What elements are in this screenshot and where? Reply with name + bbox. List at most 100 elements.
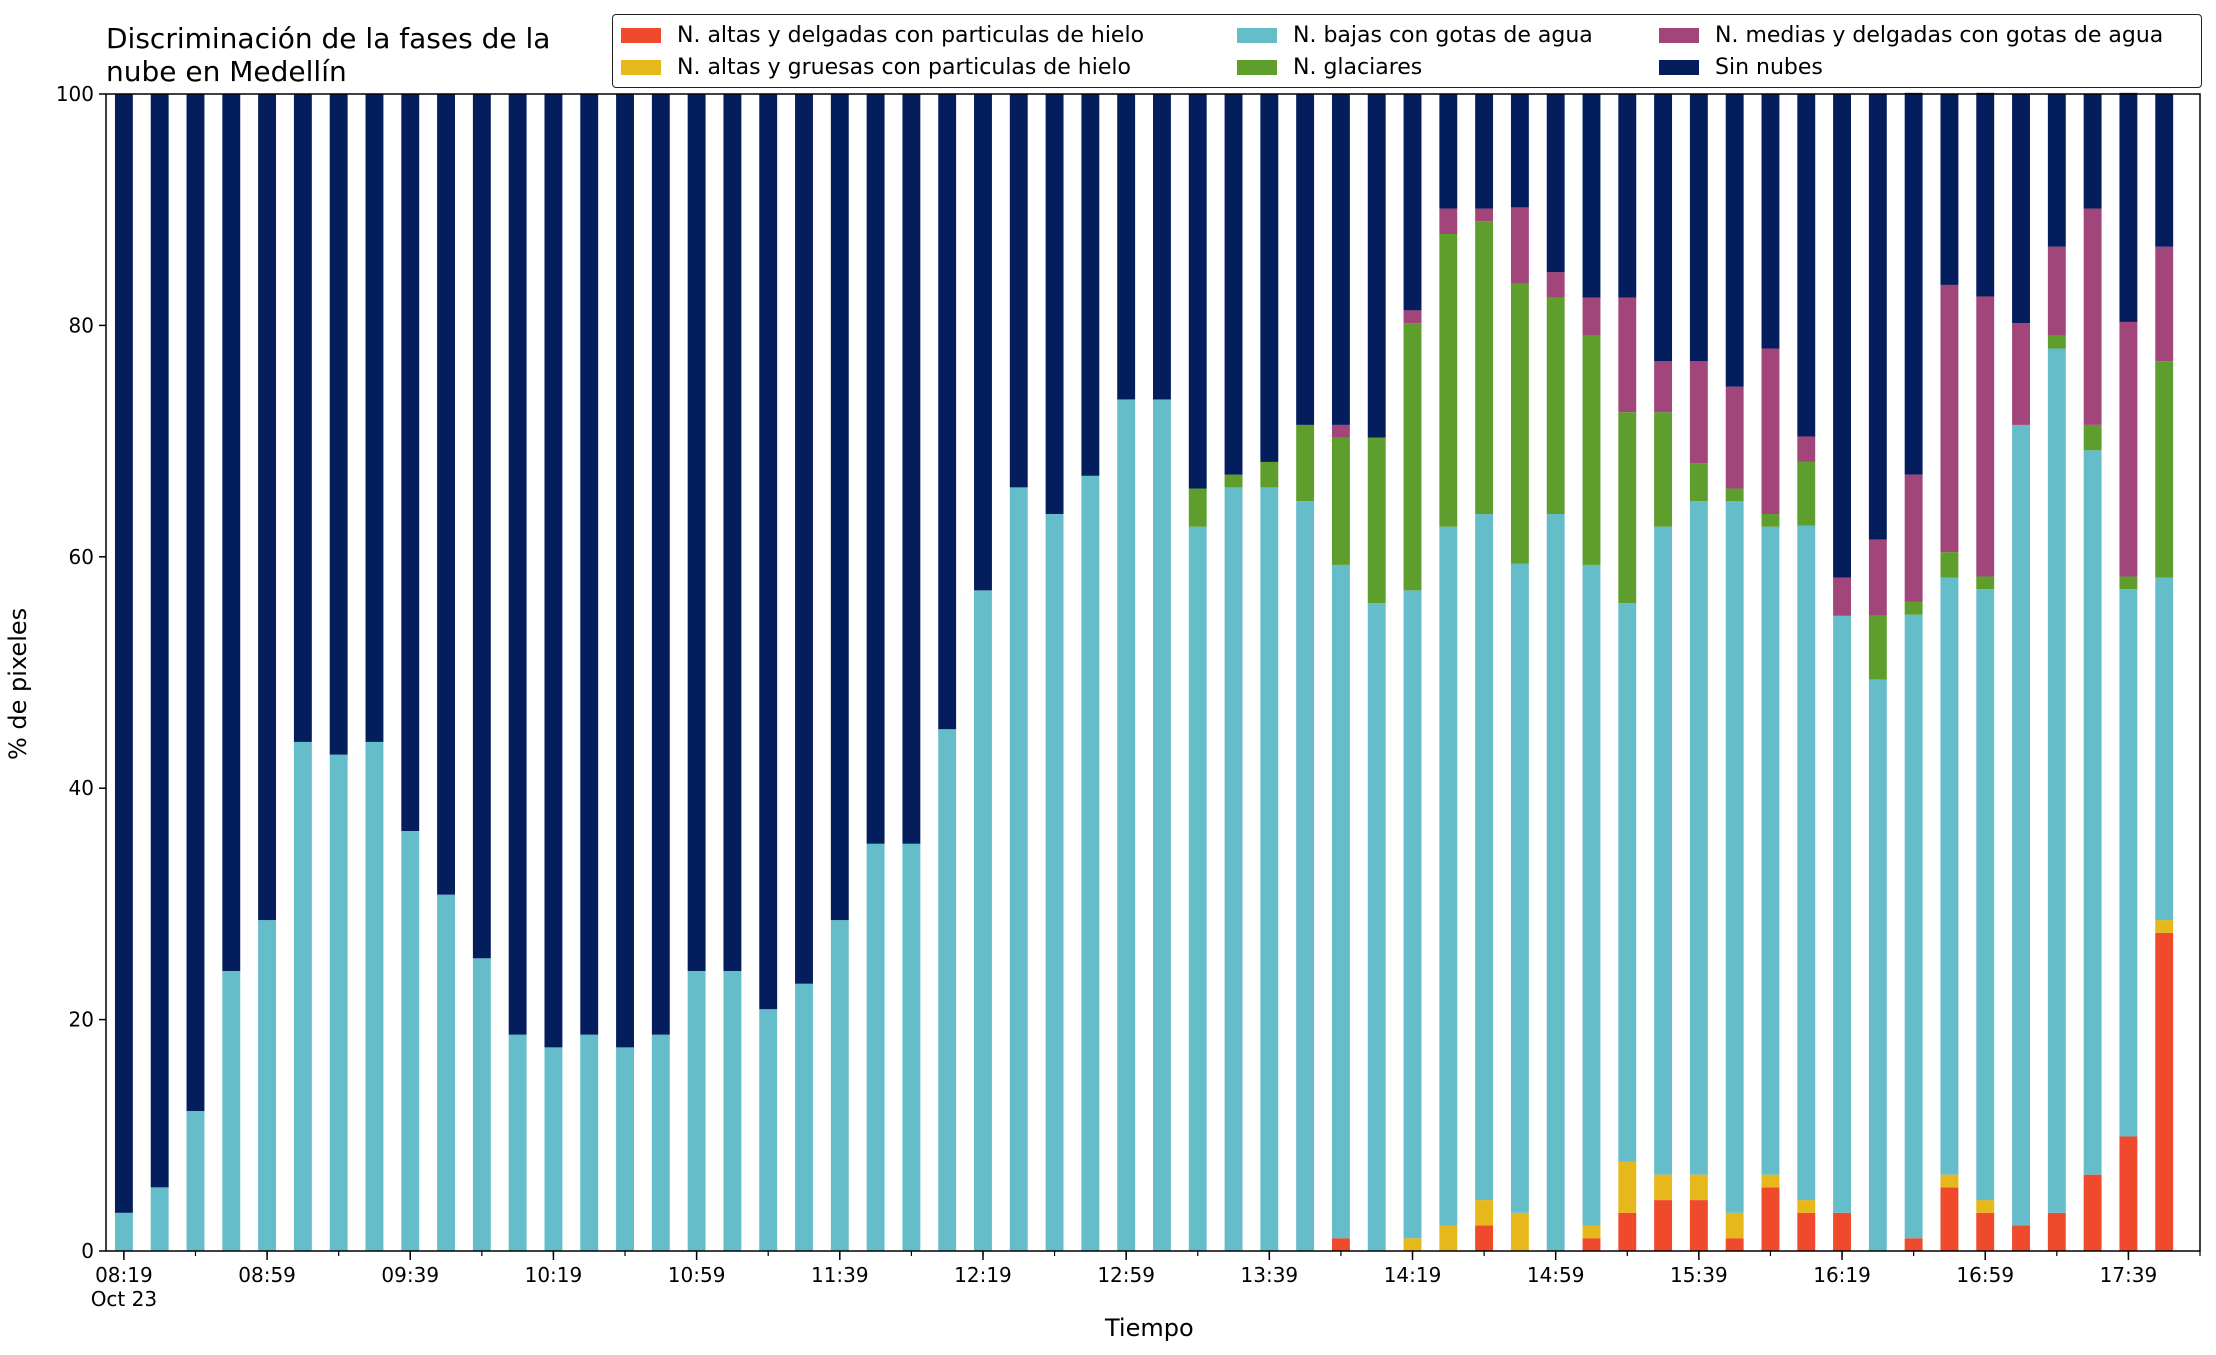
legend-swatch <box>1659 27 1699 43</box>
bar-segment-s0-47 <box>1797 1212 1816 1251</box>
bar-segment-s1-47 <box>1797 1200 1816 1213</box>
legend-item-bajas-agua: N. bajas con gotas de agua <box>1237 20 1593 50</box>
x-tick-label: 09:39 <box>381 1263 439 1287</box>
bar-segment-s1-37 <box>1439 1225 1458 1251</box>
bar-segment-s3-43 <box>1654 412 1673 527</box>
bar-segment-s5-22 <box>902 94 921 844</box>
y-tick-label: 20 <box>69 1008 94 1032</box>
bar-segment-s0-57 <box>2155 932 2174 1251</box>
bar-segment-s0-41 <box>1582 1238 1601 1251</box>
bar-segment-s2-6 <box>329 754 348 1251</box>
legend-item-glaciares: N. glaciares <box>1237 52 1422 82</box>
bar-segment-s0-43 <box>1654 1200 1673 1251</box>
x-tick-sublabel: Oct 23 <box>91 1287 157 1311</box>
bar-segment-s5-32 <box>1260 94 1279 462</box>
bar-segment-s5-53 <box>2012 94 2030 324</box>
bar-segment-s2-24 <box>974 590 992 1251</box>
bar-segment-s2-53 <box>2012 424 2030 1226</box>
x-tick-label: 14:59 <box>1527 1263 1585 1287</box>
legend-swatch <box>1659 59 1699 75</box>
bar-segment-s5-54 <box>2047 94 2066 247</box>
y-tick-label: 80 <box>69 313 94 337</box>
bar-segment-s2-9 <box>437 894 455 1251</box>
bar-segment-s2-43 <box>1654 526 1673 1175</box>
bar-segment-s3-32 <box>1260 461 1279 488</box>
bar-segment-s2-25 <box>1009 487 1028 1251</box>
bar-segment-s1-46 <box>1761 1174 1780 1188</box>
bar-segment-s1-51 <box>1940 1174 1959 1188</box>
bar-segment-s2-42 <box>1618 603 1637 1162</box>
bar-segment-s3-42 <box>1618 412 1637 604</box>
bar-segment-s5-4 <box>258 94 277 921</box>
bar-segment-s0-34 <box>1331 1238 1350 1251</box>
bar-segment-s5-30 <box>1188 94 1207 489</box>
bar-segment-s2-22 <box>902 843 921 1251</box>
bar-segment-s3-57 <box>2155 361 2174 578</box>
bar-segment-s3-46 <box>1761 513 1780 527</box>
bar-segment-s3-45 <box>1725 488 1744 502</box>
bar-segment-s3-54 <box>2047 335 2066 349</box>
x-tick-label: 08:19 <box>95 1263 153 1287</box>
bar-segment-s4-42 <box>1618 297 1637 413</box>
bar-segment-s2-29 <box>1153 399 1171 1251</box>
bar-segment-s3-51 <box>1940 552 1959 578</box>
bar-segment-s2-20 <box>830 920 849 1251</box>
bar-segment-s4-51 <box>1940 284 1959 553</box>
bar-segment-s4-46 <box>1761 348 1780 514</box>
bar-segment-s2-4 <box>258 920 277 1251</box>
bar-segment-s1-44 <box>1689 1174 1708 1201</box>
bar-segment-s5-5 <box>293 94 312 742</box>
x-tick-label: 16:19 <box>1813 1263 1871 1287</box>
bar-segment-s2-17 <box>723 971 742 1251</box>
bar-segment-s5-24 <box>974 94 992 591</box>
bar-segment-s3-49 <box>1868 615 1887 680</box>
bar-segment-s5-51 <box>1940 94 1959 285</box>
bar-segment-s4-41 <box>1582 297 1601 336</box>
bar-segment-s4-47 <box>1797 436 1816 462</box>
bar-segment-s4-45 <box>1725 386 1744 489</box>
bar-segment-s2-50 <box>1904 614 1923 1239</box>
bar-segment-s5-26 <box>1045 94 1064 514</box>
bar-segment-s3-41 <box>1582 335 1601 565</box>
plot-frame <box>105 93 2201 1252</box>
bar-segment-s5-8 <box>401 94 420 832</box>
x-tick-label: 12:19 <box>954 1263 1012 1287</box>
bar-segment-s2-23 <box>938 729 957 1251</box>
legend-swatch <box>1237 59 1277 75</box>
bar-segment-s0-56 <box>2119 1136 2138 1251</box>
bar-segment-s0-45 <box>1725 1238 1744 1251</box>
x-tick-label: 11:39 <box>811 1263 869 1287</box>
bar-segment-s5-49 <box>1868 94 1887 540</box>
legend-label: N. altas y gruesas con particulas de hie… <box>677 54 1131 80</box>
bar-segment-s5-10 <box>472 94 491 959</box>
bar-segment-s5-56 <box>2119 92 2138 322</box>
bar-segment-s3-36 <box>1403 323 1422 591</box>
bar-segment-s2-51 <box>1940 577 1959 1175</box>
bar-segment-s2-15 <box>651 1034 670 1251</box>
bar-segment-s0-55 <box>2083 1174 2102 1251</box>
bar-segment-s5-31 <box>1224 94 1243 475</box>
bar-segment-s1-45 <box>1725 1212 1744 1239</box>
bar-segment-s5-33 <box>1296 94 1315 425</box>
x-axis-label: Tiempo <box>1105 1314 1194 1342</box>
bar-segment-s5-57 <box>2155 94 2174 247</box>
bar-segment-s1-52 <box>1976 1200 1995 1213</box>
bar-segment-s2-27 <box>1081 475 1100 1251</box>
bar-segment-s5-34 <box>1331 94 1350 425</box>
bar-segment-s2-19 <box>795 983 813 1251</box>
bar-segment-s5-36 <box>1403 94 1422 311</box>
bar-segment-s2-0 <box>114 1212 133 1251</box>
bar-segment-s2-57 <box>2155 577 2174 921</box>
bar-segment-s1-43 <box>1654 1174 1673 1201</box>
bar-segment-s0-50 <box>1904 1238 1923 1251</box>
bar-segment-s2-52 <box>1976 589 1995 1201</box>
bar-segment-s4-44 <box>1689 361 1708 464</box>
bar-segment-s3-38 <box>1475 221 1494 514</box>
bar-segment-s5-1 <box>150 94 169 1188</box>
bar-segment-s2-48 <box>1833 615 1851 1213</box>
bar-segment-s2-7 <box>365 741 384 1251</box>
y-tick-label: 100 <box>56 82 94 106</box>
bar-segment-s3-56 <box>2119 576 2138 590</box>
bar-segment-s5-35 <box>1367 94 1386 438</box>
